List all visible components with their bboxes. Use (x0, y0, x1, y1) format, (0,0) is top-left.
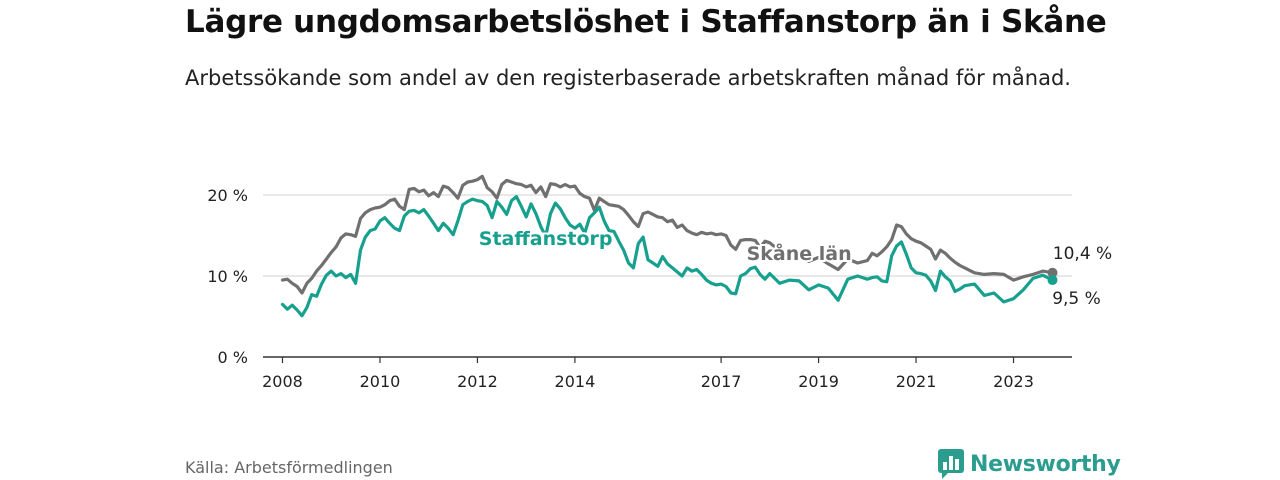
line-chart: 0 % 10 % 20 % 2008 2010 2012 2014 2017 2019 2021… (207, 174, 1112, 391)
series-line-skane (280, 174, 1055, 295)
y-tick-label: 20 % (207, 186, 248, 205)
x-tick-label: 2017 (701, 372, 742, 391)
end-point-staffanstorp (1047, 275, 1058, 286)
chart-title: Lägre ungdomsarbetslöshet i Staffanstorp… (185, 4, 1107, 40)
x-tick-label: 2021 (896, 372, 937, 391)
source-note: Källa: Arbetsförmedlingen (185, 458, 393, 477)
x-tick-label: 2012 (457, 372, 498, 391)
series-label-skane: Skåne län (747, 241, 852, 265)
newsworthy-logo[interactable]: Newsworthy (938, 449, 1121, 479)
newsworthy-chart-icon (938, 449, 964, 479)
x-axis: 2008 2010 2012 2014 2017 2019 2021 2023 (262, 356, 1072, 391)
x-tick-label: 2014 (555, 372, 596, 391)
end-label-staffanstorp: 9,5 % (1052, 289, 1101, 309)
x-tick-label: 2008 (262, 372, 303, 391)
series-lines (280, 174, 1058, 318)
series-label-staffanstorp: Staffanstorp (479, 228, 613, 250)
brand-name: Newsworthy (970, 451, 1121, 477)
end-label-skane: 10,4 % (1053, 244, 1112, 264)
y-tick-label: 10 % (207, 267, 248, 286)
y-axis-ticks: 0 % 10 % 20 % (207, 186, 248, 367)
x-tick-label: 2010 (360, 372, 401, 391)
end-point-skane (1047, 267, 1058, 278)
y-tick-label: 0 % (218, 348, 248, 367)
series-line-staffanstorp (280, 195, 1055, 318)
x-tick-label: 2019 (798, 372, 839, 391)
x-tick-label: 2023 (993, 372, 1034, 391)
gridlines (263, 194, 1072, 277)
series-labels: Skåne län Staffanstorp 10,4 % 9,5 % (477, 226, 1112, 309)
chart-subtitle: Arbetssökande som andel av den registerb… (185, 66, 1071, 90)
